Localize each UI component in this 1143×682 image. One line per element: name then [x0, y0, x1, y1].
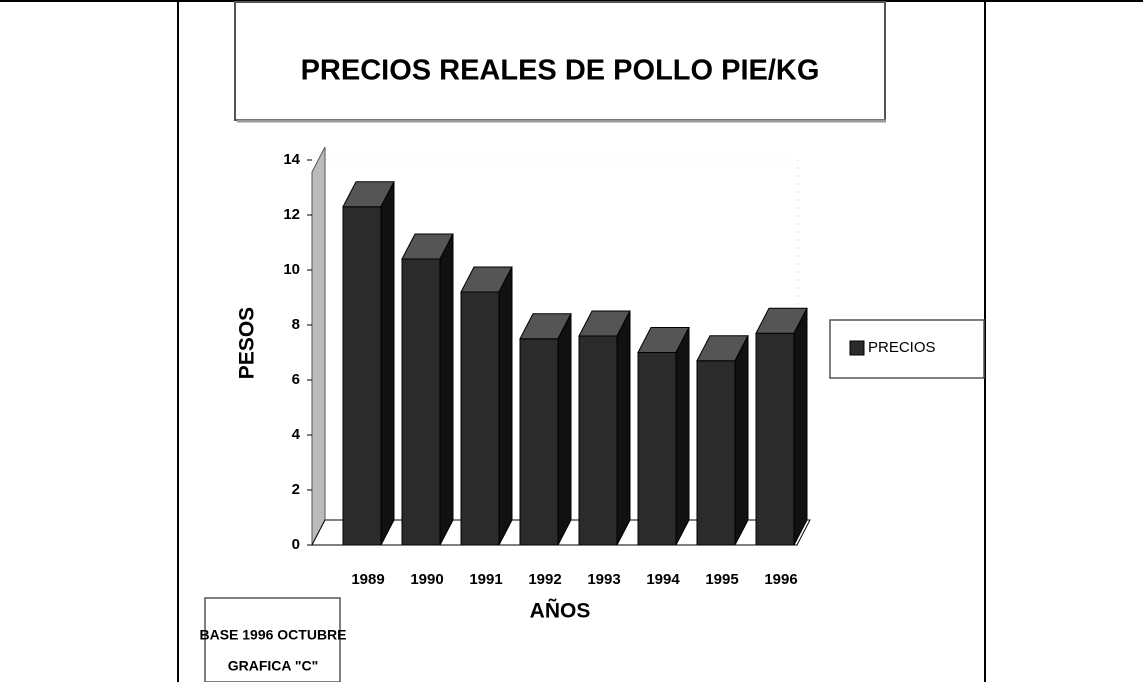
x-tick-label: 1990 [410, 571, 443, 588]
y-tick-label: 0 [292, 536, 300, 553]
legend-swatch [849, 340, 865, 356]
bar-side [616, 310, 631, 546]
x-tick-label: 1991 [469, 571, 502, 588]
bar-side [498, 266, 513, 546]
y-tick-label: 12 [283, 206, 300, 223]
bar [342, 206, 382, 546]
x-tick-label: 1994 [646, 571, 680, 588]
bar [637, 352, 677, 546]
x-tick-label: 1993 [587, 571, 620, 588]
note-box [204, 597, 341, 682]
side-wall [311, 146, 326, 546]
y-tick-label: 10 [283, 261, 300, 278]
bar-side [439, 233, 454, 546]
y-tick-label: 6 [292, 371, 300, 388]
note: GRAFICA "C" [228, 658, 319, 674]
note: BASE 1996 OCTUBRE [199, 627, 346, 643]
legend-label: PRECIOS [868, 339, 936, 356]
x-tick-label: 1992 [528, 571, 561, 588]
x-tick-label: 1995 [705, 571, 738, 588]
y-tick-label: 14 [283, 151, 300, 168]
bar [401, 258, 441, 546]
x-tick-label: 1996 [764, 571, 797, 588]
y-tick-label: 2 [292, 481, 300, 498]
bar [755, 332, 795, 546]
chart-title: PRECIOS REALES DE POLLO PIE/KG [301, 55, 820, 87]
bar [519, 338, 559, 546]
bar-side [675, 327, 690, 546]
x-tick-label: 1989 [351, 571, 384, 588]
bar-side [557, 313, 572, 546]
title-box [234, 1, 886, 121]
bar-side [380, 181, 395, 546]
bar [460, 291, 500, 546]
bar-side [793, 308, 808, 546]
bar [696, 360, 736, 546]
y-tick-label: 8 [292, 316, 300, 333]
x-axis-label: AÑOS [530, 600, 591, 623]
bar-side [734, 335, 749, 546]
y-axis-label: PESOS [236, 307, 259, 379]
bar [578, 335, 618, 546]
y-tick-label: 4 [292, 426, 301, 443]
